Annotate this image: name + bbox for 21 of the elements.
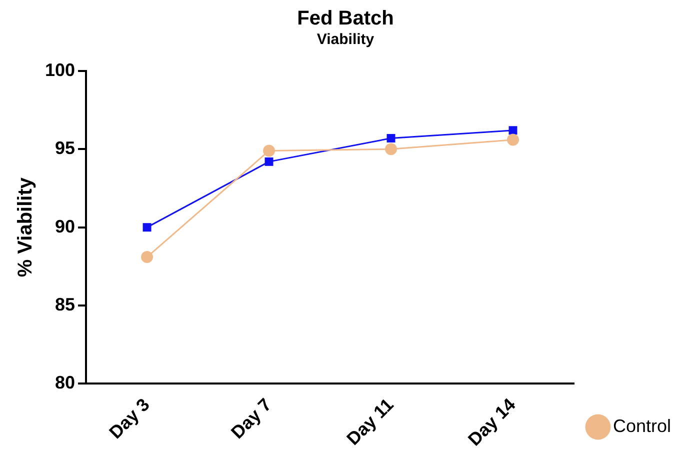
- y-tick-label: 90: [55, 216, 76, 236]
- y-axis-title: % Viability: [14, 176, 37, 278]
- x-tick-label: Day 3: [105, 394, 154, 443]
- point: [384, 143, 397, 156]
- point: [142, 223, 152, 232]
- point: [141, 251, 154, 264]
- point: [506, 134, 519, 146]
- point: [508, 126, 518, 135]
- point: [263, 144, 276, 157]
- y-tick-label: 85: [55, 294, 76, 314]
- y-tick-label: 100: [44, 60, 76, 80]
- chart-subtitle: Viability: [316, 31, 375, 48]
- y-tick-label: 80: [55, 372, 76, 393]
- chart-title: Fed Batch: [297, 8, 394, 30]
- point: [264, 157, 274, 166]
- x-tick-label: Day 11: [342, 394, 398, 450]
- point: [386, 134, 396, 142]
- x-tick-label: Day 14: [464, 394, 520, 450]
- y-tick-label: 95: [55, 138, 76, 158]
- x-tick-label: Day 7: [227, 394, 276, 443]
- legend-label: Control: [612, 416, 672, 436]
